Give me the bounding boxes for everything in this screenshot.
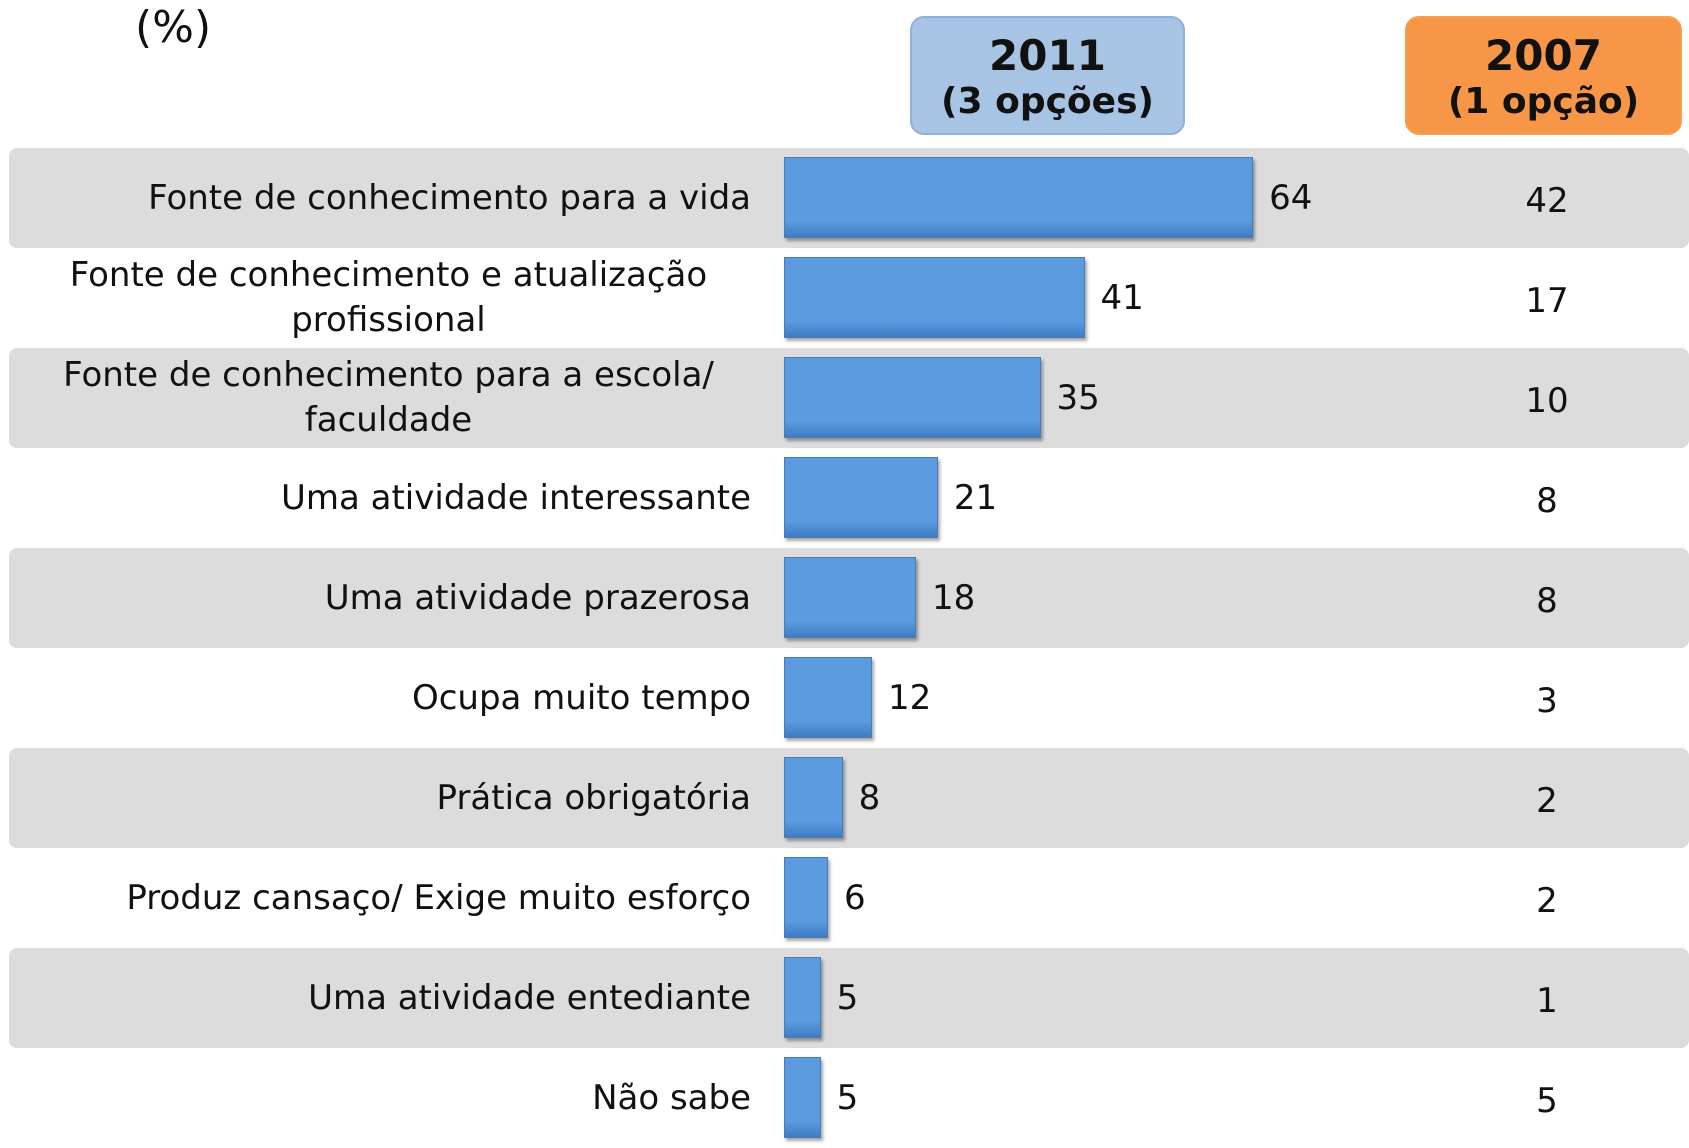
- legend-note: (1 opção): [1407, 80, 1680, 124]
- category-text: Uma atividade interessante: [281, 476, 751, 521]
- category-label: Uma atividade entediante: [0, 948, 751, 1048]
- bar: [784, 1057, 821, 1138]
- category-label: Não sabe: [0, 1048, 751, 1148]
- bar: [784, 857, 828, 938]
- category-label: Produz cansaço/ Exige muito esforço: [0, 848, 751, 948]
- value-label: 41: [1101, 278, 1144, 318]
- category-label: Ocupa muito tempo: [0, 648, 751, 748]
- value-label: 35: [1057, 378, 1100, 418]
- category-label: Fonte de conhecimento para a vida: [0, 148, 751, 248]
- bar: [784, 457, 938, 538]
- value-label: 18: [932, 578, 975, 618]
- value-label: 5: [837, 1078, 859, 1118]
- value-2007: 42: [1487, 181, 1607, 221]
- value-2007: 5: [1487, 1081, 1607, 1121]
- category-text: Uma atividade prazerosa: [325, 576, 751, 621]
- value-label: 21: [954, 478, 997, 518]
- category-text: Uma atividade entediante: [308, 976, 751, 1021]
- value-label: 64: [1269, 178, 1312, 218]
- bar: [784, 957, 821, 1038]
- series-header: 2007 (1 opção): [1405, 16, 1682, 135]
- category-text: Prática obrigatória: [437, 776, 751, 821]
- value-2007: 2: [1487, 881, 1607, 921]
- series-header: 2011 (3 opções): [910, 16, 1185, 135]
- category-label: Uma atividade interessante: [0, 448, 751, 548]
- value-2007: 17: [1487, 281, 1607, 321]
- subtitle: (%): [135, 2, 211, 53]
- value-2007: 8: [1487, 481, 1607, 521]
- category-text: Ocupa muito tempo: [412, 676, 751, 721]
- category-label: Prática obrigatória: [0, 748, 751, 848]
- legend-note: (3 opções): [912, 80, 1183, 124]
- bar: [784, 157, 1253, 238]
- value-label: 6: [844, 878, 866, 918]
- category-text: Não sabe: [592, 1076, 751, 1121]
- value-label: 8: [859, 778, 881, 818]
- value-label: 5: [837, 978, 859, 1018]
- bar: [784, 657, 872, 738]
- category-text: Fonte de conhecimento para a vida: [148, 176, 751, 221]
- category-label: Uma atividade prazerosa: [0, 548, 751, 648]
- value-2007: 1: [1487, 981, 1607, 1021]
- category-label: Fonte de conhecimento e atualização prof…: [0, 248, 751, 348]
- bar: [784, 357, 1041, 438]
- category-text: Produz cansaço/ Exige muito esforço: [126, 876, 751, 921]
- legend-year: 2011: [912, 32, 1183, 80]
- value-2007: 2: [1487, 781, 1607, 821]
- legend-year: 2007: [1407, 32, 1680, 80]
- category-label: Fonte de conhecimento para a escola/ fac…: [0, 348, 751, 448]
- page: (%) 2011 (3 opções) 2007 (1 opção) Fonte…: [0, 0, 1689, 1141]
- value-2007: 8: [1487, 581, 1607, 621]
- bar: [784, 757, 843, 838]
- category-text: Fonte de conhecimento e atualização prof…: [26, 253, 751, 343]
- value-label: 12: [888, 678, 931, 718]
- value-2007: 3: [1487, 681, 1607, 721]
- category-text: Fonte de conhecimento para a escola/ fac…: [26, 353, 751, 443]
- value-2007: 10: [1487, 381, 1607, 421]
- bar: [784, 557, 916, 638]
- bar: [784, 257, 1085, 338]
